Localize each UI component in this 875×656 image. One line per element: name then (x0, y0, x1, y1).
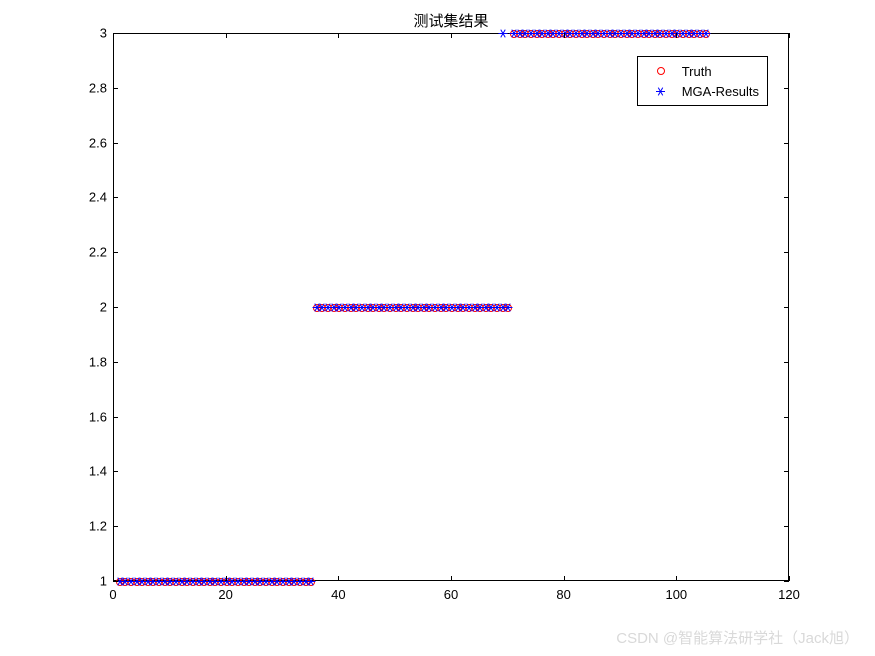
plot-axes: Truth MGA-Results (113, 33, 789, 581)
y-tick (113, 471, 118, 472)
x-tick-label: 120 (778, 587, 800, 602)
x-tick (676, 33, 677, 38)
y-tick-label: 3 (81, 26, 107, 41)
y-tick-label: 1.6 (81, 409, 107, 424)
y-tick (113, 88, 118, 89)
y-tick-label: 2.2 (81, 245, 107, 260)
y-tick (784, 581, 789, 582)
x-tick (226, 576, 227, 581)
x-tick (564, 33, 565, 38)
marker-circle-icon (307, 578, 315, 586)
y-tick (784, 197, 789, 198)
y-tick (784, 471, 789, 472)
legend-marker-circle-icon (646, 63, 676, 79)
y-tick (113, 307, 118, 308)
figure-container: Truth MGA-Results 测试集结果 0 20 40 60 80 100 120 1… (0, 0, 875, 656)
x-tick-label: 20 (218, 587, 232, 602)
legend-item: Truth (646, 61, 759, 81)
legend-label: Truth (676, 64, 712, 79)
y-tick (113, 362, 118, 363)
y-tick (784, 33, 789, 34)
x-tick (676, 576, 677, 581)
legend-item: MGA-Results (646, 81, 759, 101)
y-tick (113, 33, 118, 34)
y-tick-label: 1.4 (81, 464, 107, 479)
marker-circle-icon (504, 304, 512, 312)
y-tick-label: 2 (81, 300, 107, 315)
y-tick-label: 1 (81, 574, 107, 589)
y-tick (784, 88, 789, 89)
legend-label: MGA-Results (676, 84, 759, 99)
x-tick-label: 60 (444, 587, 458, 602)
y-tick (784, 526, 789, 527)
y-tick (784, 362, 789, 363)
y-tick (113, 581, 118, 582)
y-tick (784, 307, 789, 308)
y-tick (784, 417, 789, 418)
chart-title: 测试集结果 (113, 10, 789, 31)
x-tick (564, 576, 565, 581)
marker-circle-icon (702, 30, 710, 38)
y-tick (113, 526, 118, 527)
y-tick (113, 143, 118, 144)
x-tick (789, 33, 790, 38)
x-tick-label: 40 (331, 587, 345, 602)
y-tick (113, 252, 118, 253)
y-tick-label: 2.4 (81, 190, 107, 205)
x-tick (226, 33, 227, 38)
x-tick-label: 0 (109, 587, 116, 602)
y-tick (113, 197, 118, 198)
x-tick (338, 576, 339, 581)
legend-box: Truth MGA-Results (637, 56, 768, 106)
watermark-text: CSDN @智能算法研学社（Jack旭） (616, 627, 859, 648)
y-tick-label: 1.8 (81, 354, 107, 369)
y-tick (784, 143, 789, 144)
y-tick-label: 1.2 (81, 519, 107, 534)
x-tick (789, 576, 790, 581)
x-tick (451, 576, 452, 581)
y-tick-label: 2.8 (81, 80, 107, 95)
x-tick-label: 80 (556, 587, 570, 602)
y-tick-label: 2.6 (81, 135, 107, 150)
legend-marker-asterisk-icon (646, 83, 676, 99)
x-tick-label: 100 (665, 587, 687, 602)
y-tick (113, 417, 118, 418)
y-tick (784, 252, 789, 253)
x-tick (338, 33, 339, 38)
x-tick (451, 33, 452, 38)
